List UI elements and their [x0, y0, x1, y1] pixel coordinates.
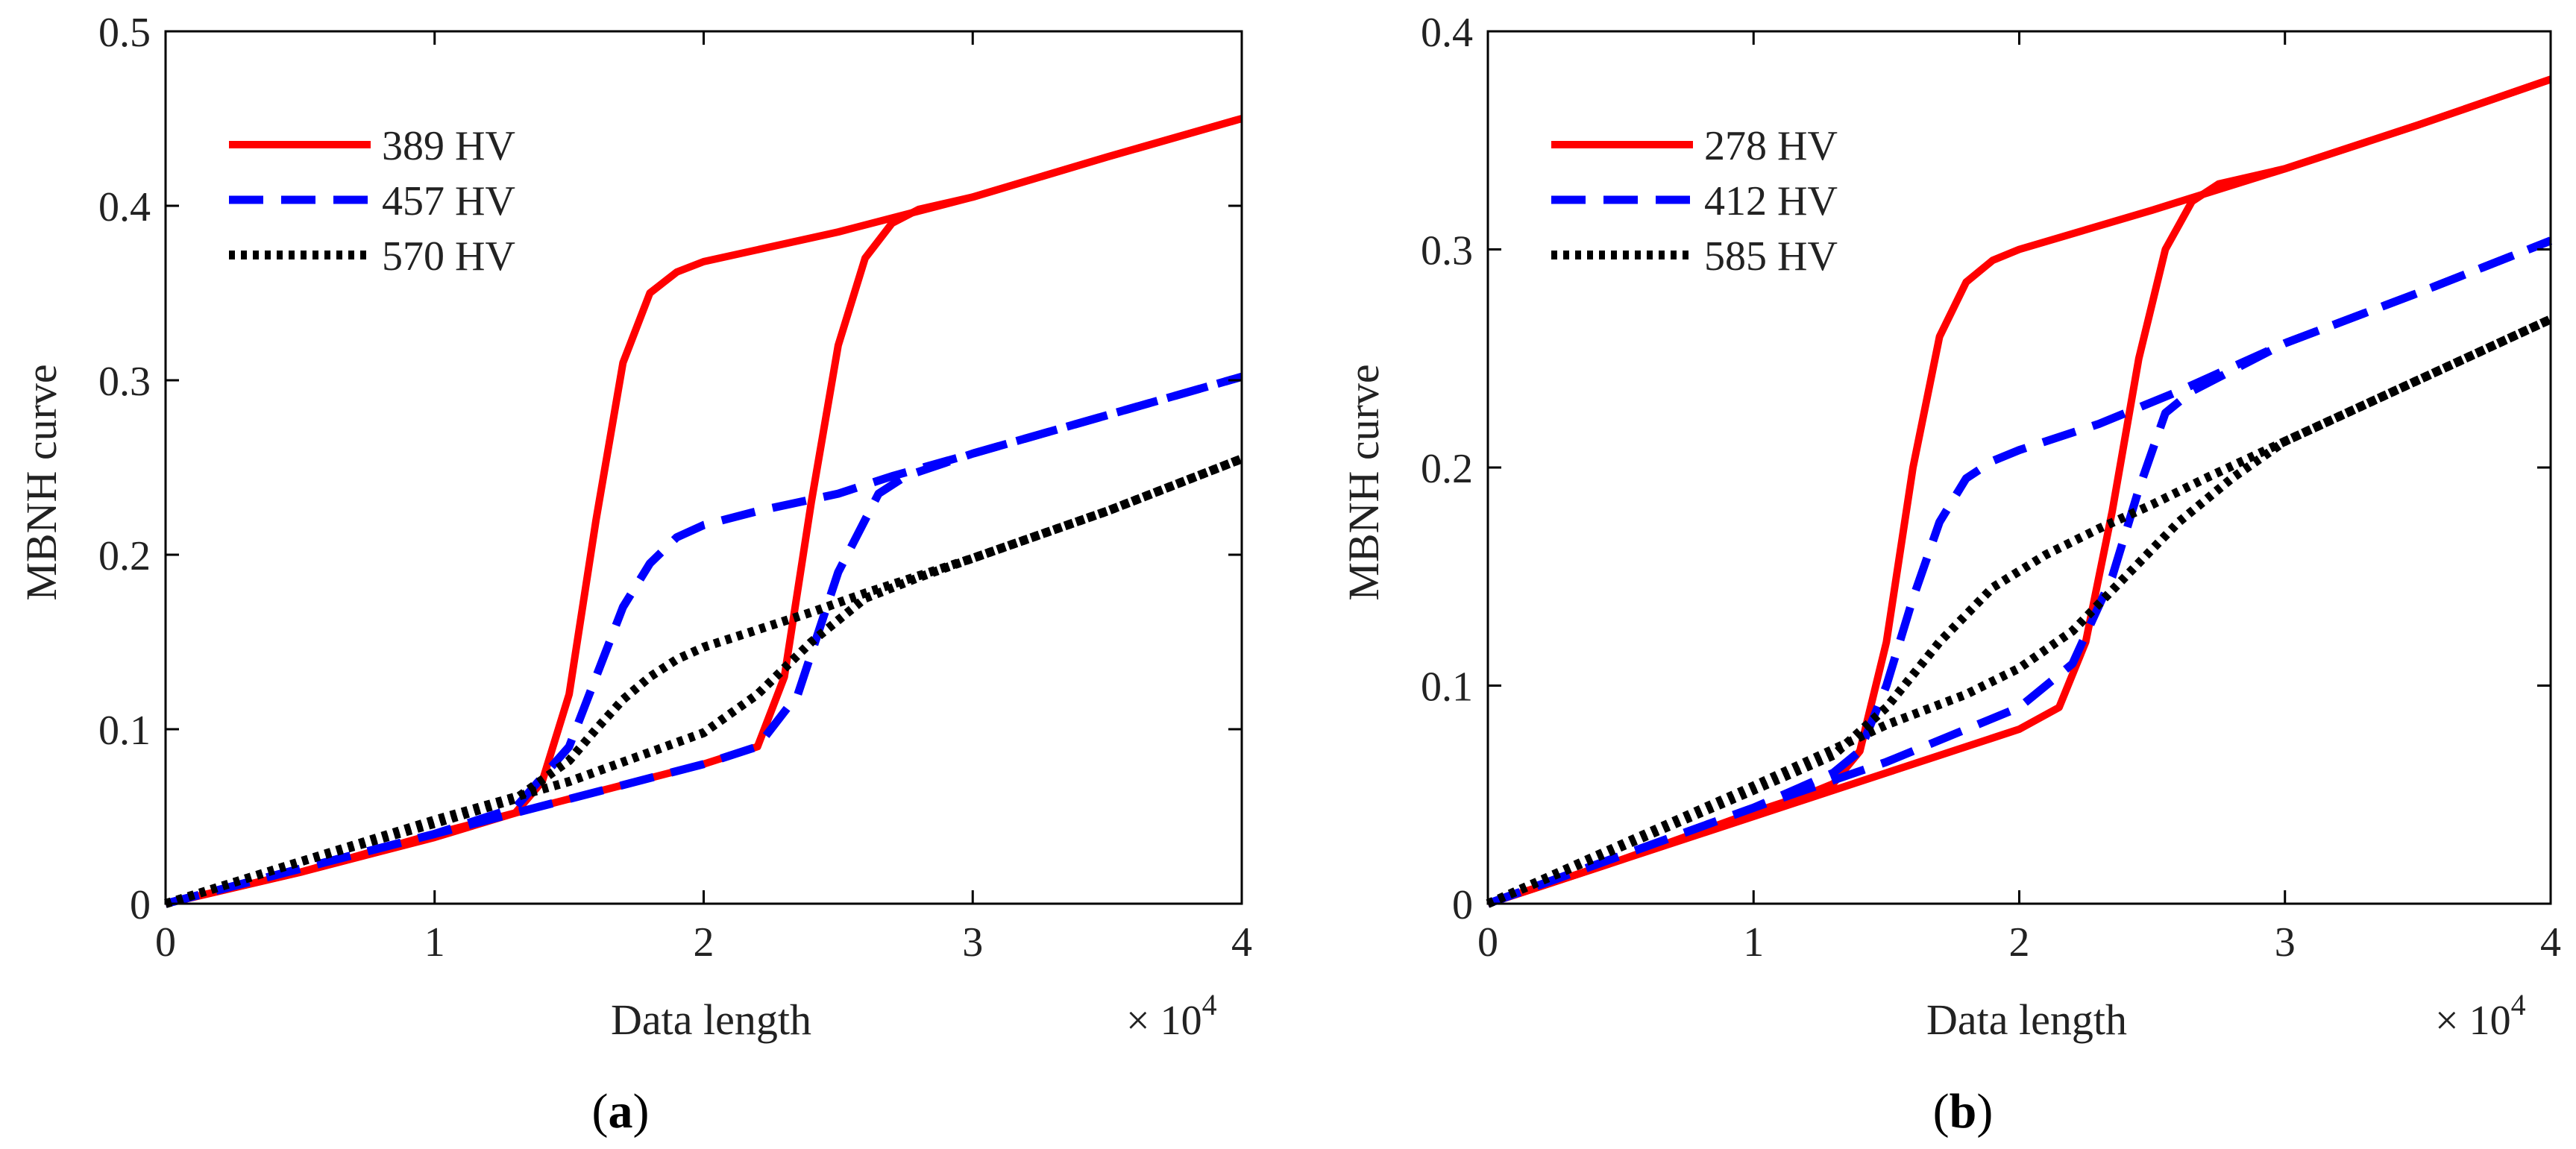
legend: 278 HV 412 HV 585 HV — [1551, 123, 1838, 280]
panel-label: (a) — [592, 1084, 650, 1139]
y-tick-label: 0.5 — [98, 10, 151, 56]
legend-label-2: 570 HV — [382, 233, 515, 280]
x-tick-label: 4 — [2540, 919, 2561, 966]
x-axis-multiplier-base: × 10 — [2435, 998, 2511, 1044]
y-tick-label: 0.2 — [1421, 446, 1473, 492]
plot-area-frame — [1486, 30, 2552, 905]
legend-label-2: 585 HV — [1704, 233, 1838, 280]
legend-label-1: 412 HV — [1704, 178, 1838, 224]
chart-panel-b: 0 1 2 3 4 0 0.1 0.2 0.3 0.4 Data length MBNH curve ×… — [1339, 10, 2561, 1139]
y-tick-label: 0.1 — [1421, 664, 1473, 711]
series-line-1-branch-1 — [164, 373, 1243, 908]
x-axis-multiplier-exponent: 4 — [1202, 988, 1217, 1021]
x-axis-multiplier: × 104 — [2435, 988, 2526, 1044]
panel-label-close: ) — [633, 1084, 650, 1139]
chart-panel-a: 0 1 2 3 4 0 0.1 0.2 0.3 0.4 0.5 Data length MBNH cur… — [17, 10, 1252, 1139]
series-line-0-branch-0 — [1486, 75, 2552, 907]
x-tick-label: 2 — [694, 919, 714, 966]
series-line-2-branch-1 — [164, 454, 1244, 908]
y-tick-label: 0.3 — [98, 359, 151, 405]
x-tick-label: 3 — [962, 919, 983, 966]
series-lines — [164, 115, 1244, 908]
series-line-2-branch-1 — [1486, 315, 2553, 908]
y-tick-label: 0.3 — [1421, 228, 1473, 274]
y-tick-label: 0.2 — [98, 533, 151, 579]
x-tick-label: 2 — [2009, 919, 2030, 966]
panel-label: (b) — [1933, 1084, 1994, 1139]
x-tick-label: 3 — [2275, 919, 2296, 966]
series-line-0-branch-0 — [164, 115, 1243, 907]
x-axis-label: Data length — [611, 995, 811, 1044]
y-tick-label: 0.4 — [1421, 10, 1473, 56]
x-tick-label: 0 — [1477, 919, 1498, 966]
x-tick-label: 0 — [155, 919, 176, 966]
series-line-0-branch-1 — [164, 115, 1243, 907]
y-axis-label: MBNH curve — [1339, 364, 1388, 600]
x-tick-label: 1 — [1743, 919, 1764, 966]
legend: 389 HV 457 HV 570 HV — [229, 123, 515, 280]
series-line-2-branch-0 — [1486, 315, 2553, 908]
x-tick-label: 1 — [424, 919, 445, 966]
y-tick-label: 0 — [1452, 882, 1473, 928]
y-tick-label: 0 — [130, 882, 151, 928]
y-tick-label: 0.1 — [98, 708, 151, 754]
series-line-1-branch-1 — [1486, 236, 2553, 908]
x-axis-multiplier-base: × 10 — [1126, 998, 1202, 1044]
panel-label-letter: a — [609, 1084, 633, 1139]
panel-label-letter: b — [1950, 1084, 1977, 1139]
legend-label-1: 457 HV — [382, 178, 515, 224]
x-axis-multiplier: × 104 — [1126, 988, 1217, 1044]
panel-label-open: ( — [592, 1084, 609, 1139]
legend-label-0: 389 HV — [382, 123, 515, 169]
x-axis-multiplier-exponent: 4 — [2511, 988, 2526, 1021]
series-line-1-branch-0 — [1486, 236, 2553, 908]
series-lines — [1486, 75, 2553, 908]
x-axis-label: Data length — [1926, 995, 2127, 1044]
y-tick-label: 0.4 — [98, 184, 151, 230]
panel-label-close: ) — [1976, 1084, 1993, 1139]
series-line-1-branch-0 — [164, 373, 1243, 908]
x-tick-label: 4 — [1231, 919, 1252, 966]
legend-label-0: 278 HV — [1704, 123, 1838, 169]
panel-label-open: ( — [1933, 1084, 1950, 1139]
y-axis-label: MBNH curve — [17, 364, 66, 600]
series-line-0-branch-1 — [1486, 75, 2552, 907]
